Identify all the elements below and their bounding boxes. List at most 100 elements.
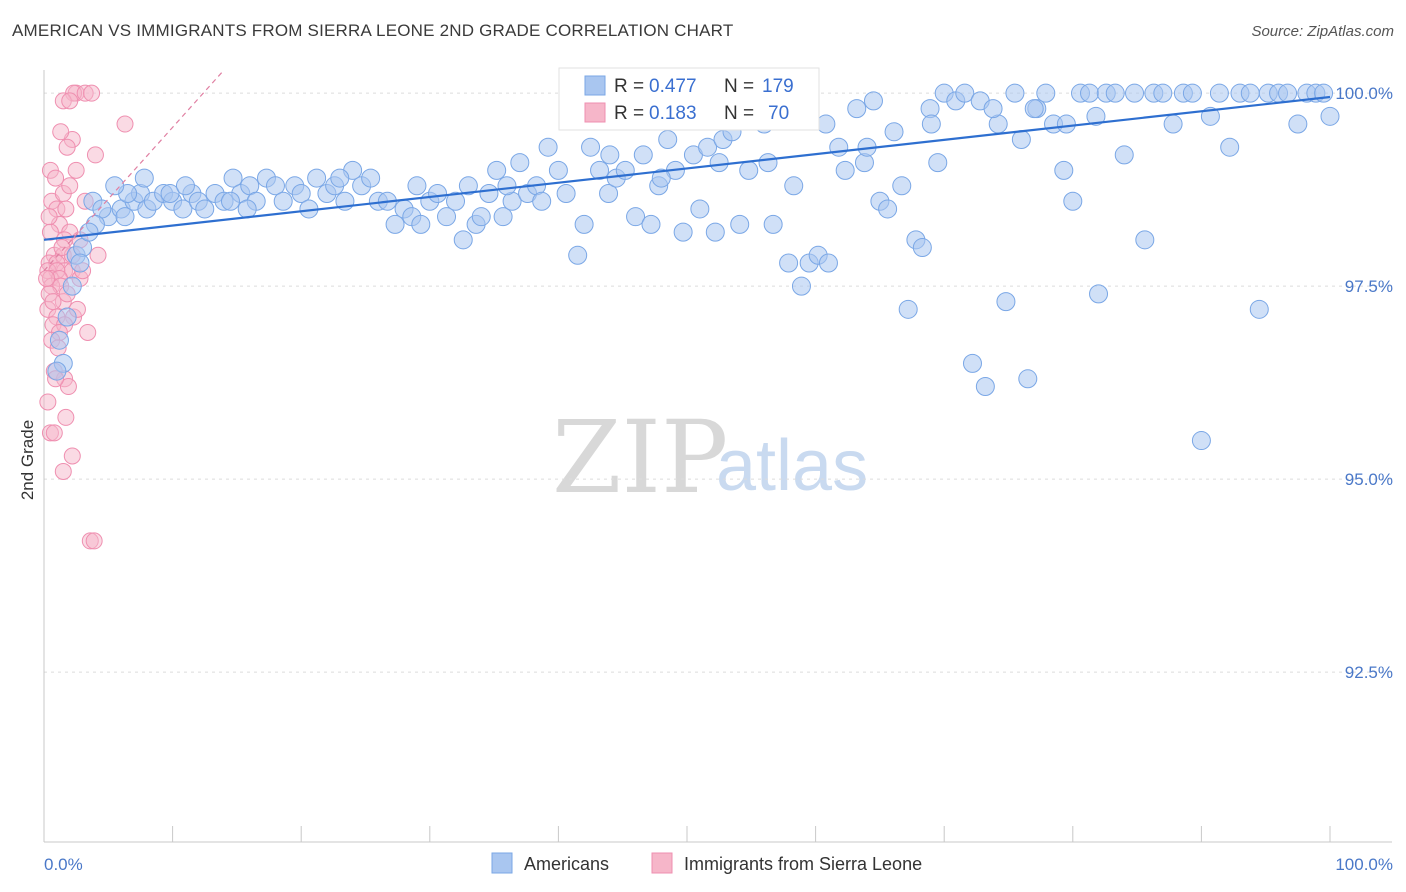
data-point-americans — [1320, 106, 1340, 126]
data-point-americans — [1036, 83, 1056, 103]
data-point-americans — [1114, 145, 1134, 165]
data-point-immigrants — [67, 161, 85, 179]
data-point-americans — [195, 199, 215, 219]
data-point-americans — [291, 184, 311, 204]
data-point-americans — [779, 253, 799, 273]
data-point-americans — [47, 361, 67, 381]
data-point-americans — [1105, 83, 1125, 103]
data-point-americans — [160, 184, 180, 204]
data-point-americans — [1220, 137, 1240, 157]
data-point-americans — [816, 114, 836, 134]
data-point-americans — [633, 145, 653, 165]
data-point-americans — [173, 199, 193, 219]
data-point-americans — [385, 214, 405, 234]
data-point-americans — [493, 207, 513, 227]
data-point-americans — [220, 191, 240, 211]
data-point-americans — [898, 299, 918, 319]
data-point-americans — [532, 191, 552, 211]
data-point-americans — [673, 222, 693, 242]
data-point-immigrants — [79, 323, 97, 341]
watermark: ZIP atlas — [552, 399, 868, 516]
chart-title: AMERICAN VS IMMIGRANTS FROM SIERRA LEONE… — [12, 21, 734, 40]
data-point-americans — [641, 214, 661, 234]
data-point-americans — [1089, 284, 1109, 304]
data-point-americans — [407, 176, 427, 196]
data-point-immigrants — [85, 532, 103, 550]
data-point-americans — [437, 207, 457, 227]
data-point-immigrants — [53, 239, 71, 257]
data-point-americans — [479, 184, 499, 204]
data-point-americans — [428, 184, 448, 204]
watermark-atlas: atlas — [716, 426, 868, 506]
source-label: Source: ZipAtlas.com — [1251, 23, 1394, 40]
data-point-americans — [835, 160, 855, 180]
data-point-immigrants — [52, 123, 70, 141]
data-point-immigrants — [54, 462, 72, 480]
data-point-americans — [57, 307, 77, 327]
data-point-immigrants — [38, 269, 56, 287]
data-point-americans — [658, 129, 678, 149]
data-point-americans — [548, 160, 568, 180]
data-point-americans — [955, 83, 975, 103]
data-point-americans — [1011, 129, 1031, 149]
y-tick-labels: 100.0% 97.5% 95.0% 92.5% — [1335, 84, 1393, 682]
data-point-americans — [1056, 114, 1076, 134]
data-point-americans — [1080, 83, 1100, 103]
data-point-americans — [330, 168, 350, 188]
data-point-americans — [1024, 99, 1044, 119]
data-point-immigrants — [57, 408, 75, 426]
data-point-americans — [510, 153, 530, 173]
data-point-americans — [568, 245, 588, 265]
data-point-americans — [1240, 83, 1260, 103]
data-point-immigrants — [63, 447, 81, 465]
y-axis-label: 2nd Grade — [18, 420, 37, 500]
data-point-americans — [1163, 114, 1183, 134]
data-point-americans — [884, 122, 904, 142]
series-americans — [47, 83, 1340, 451]
data-point-americans — [453, 230, 473, 250]
data-point-americans — [1054, 160, 1074, 180]
data-point-americans — [79, 222, 99, 242]
data-point-immigrants — [61, 177, 79, 195]
data-point-immigrants — [39, 393, 57, 411]
legend-label-americans: Americans — [524, 854, 609, 874]
data-point-americans — [1063, 191, 1083, 211]
data-point-immigrants — [61, 92, 79, 110]
data-point-americans — [878, 199, 898, 219]
x-tick-labels: 0.0% 100.0% — [44, 855, 1393, 874]
legend-r-label: R = — [614, 76, 644, 97]
data-point-americans — [791, 276, 811, 296]
legend-n-value: 70 — [768, 103, 789, 124]
data-point-immigrants — [83, 84, 101, 102]
data-point-americans — [996, 292, 1016, 312]
data-point-americans — [600, 145, 620, 165]
data-point-americans — [863, 91, 883, 111]
data-point-americans — [273, 191, 293, 211]
data-point-americans — [361, 168, 381, 188]
data-point-americans — [626, 207, 646, 227]
data-point-americans — [411, 214, 431, 234]
data-point-americans — [581, 137, 601, 157]
data-point-americans — [497, 176, 517, 196]
data-point-americans — [590, 160, 610, 180]
x-tick-label: 100.0% — [1335, 855, 1393, 874]
data-point-americans — [458, 176, 478, 196]
legend-r-label: R = — [614, 103, 644, 124]
data-point-americans — [1153, 83, 1173, 103]
data-point-americans — [690, 199, 710, 219]
data-point-americans — [975, 377, 995, 397]
data-point-americans — [599, 184, 619, 204]
legend-n-label: N = — [724, 103, 754, 124]
trend-line-americans — [43, 95, 1331, 241]
y-tick-label: 92.5% — [1345, 663, 1393, 682]
data-point-americans — [1191, 431, 1211, 451]
data-point-immigrants — [59, 378, 77, 396]
data-point-americans — [912, 238, 932, 258]
data-point-americans — [818, 253, 838, 273]
data-point-americans — [471, 207, 491, 227]
data-point-americans — [307, 168, 327, 188]
x-tick-label: 0.0% — [44, 855, 83, 874]
data-point-americans — [730, 214, 750, 234]
data-point-americans — [1135, 230, 1155, 250]
data-point-americans — [698, 137, 718, 157]
